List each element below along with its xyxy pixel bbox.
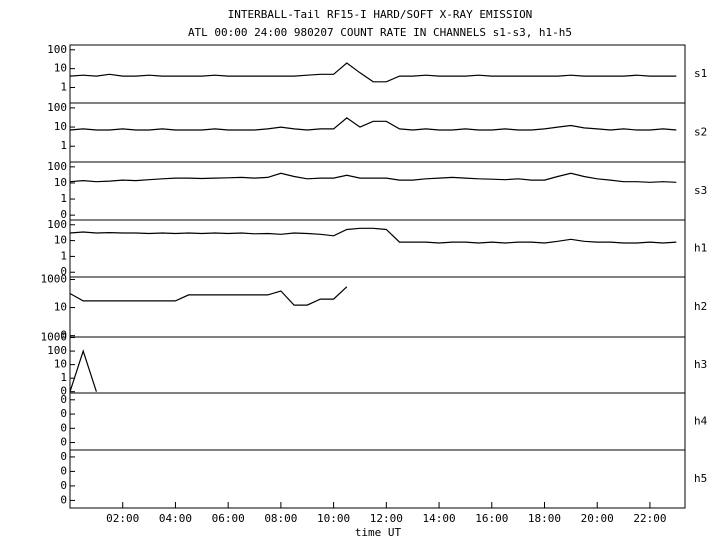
x-tick-label: 04:00: [159, 512, 192, 525]
x-axis-label: time UT: [355, 526, 402, 539]
data-line: [69, 172, 677, 183]
panel-frame: [69, 44, 686, 104]
x-tick-label: 02:00: [106, 512, 139, 525]
y-tick-label: 10: [54, 176, 67, 189]
panel-frame: [69, 102, 686, 163]
panel-frame: [69, 161, 686, 221]
y-tick-label: 100: [47, 218, 67, 231]
y-tick-label: 100: [47, 101, 67, 114]
panel-name: h2: [694, 300, 707, 313]
data-line: [69, 62, 677, 83]
y-tick-label: 0: [60, 493, 67, 506]
x-tick-label: 20:00: [581, 512, 614, 525]
y-tick-label: 10: [54, 120, 67, 133]
x-tick-label: 12:00: [370, 512, 403, 525]
panel-frame: [69, 449, 686, 509]
panel-name: h1: [694, 242, 707, 255]
y-tick-label: 1: [60, 139, 67, 152]
y-tick-label: 1000: [41, 331, 68, 344]
y-tick-label: 0: [60, 393, 67, 406]
chart-subtitle: ATL 00:00 24:00 980207 COUNT RATE IN CHA…: [188, 26, 572, 39]
chart-title: INTERBALL-Tail RF15-I HARD/SOFT X-RAY EM…: [228, 8, 533, 21]
panel-name: s2: [694, 126, 707, 139]
y-tick-label: 10: [54, 358, 67, 371]
panel-name: s3: [694, 184, 707, 197]
panel-name: h5: [694, 472, 707, 485]
x-tick-label: 06:00: [212, 512, 245, 525]
y-tick-label: 0: [60, 450, 67, 463]
data-line: [69, 117, 677, 131]
panel-frame: [69, 392, 686, 451]
y-tick-label: 100: [47, 43, 67, 56]
y-tick-label: 1: [60, 80, 67, 93]
x-tick-label: 08:00: [264, 512, 297, 525]
x-tick-label: 10:00: [317, 512, 350, 525]
y-tick-label: 100: [47, 160, 67, 173]
y-tick-label: 1: [60, 249, 67, 262]
panel-frame: [69, 336, 686, 394]
y-tick-label: 0: [60, 421, 67, 434]
y-tick-label: 10: [54, 301, 67, 314]
y-tick-label: 0: [60, 407, 67, 420]
x-tick-label: 18:00: [528, 512, 561, 525]
y-tick-label: 0: [60, 329, 67, 342]
y-tick-label: 0: [60, 436, 67, 449]
y-tick-label: 0: [60, 208, 67, 221]
panel-frame: [69, 276, 686, 338]
data-line: [69, 227, 677, 244]
y-tick-label: 10: [54, 62, 67, 75]
panel-name: s1: [694, 67, 707, 80]
y-tick-label: 10: [54, 234, 67, 247]
y-tick-label: 1000: [41, 272, 68, 285]
y-tick-label: 100: [47, 344, 67, 357]
x-tick-label: 14:00: [422, 512, 455, 525]
y-tick-label: 1: [60, 371, 67, 384]
panel-name: h3: [694, 358, 707, 371]
data-line: [69, 286, 348, 306]
data-line: [69, 349, 97, 392]
x-tick-label: 22:00: [633, 512, 666, 525]
x-tick-label: 16:00: [475, 512, 508, 525]
y-tick-label: 0: [60, 479, 67, 492]
panel-name: h4: [694, 415, 708, 428]
y-tick-label: 0: [60, 464, 67, 477]
y-tick-label: 0: [60, 385, 67, 398]
y-tick-label: 0: [60, 265, 67, 278]
y-tick-label: 1: [60, 192, 67, 205]
